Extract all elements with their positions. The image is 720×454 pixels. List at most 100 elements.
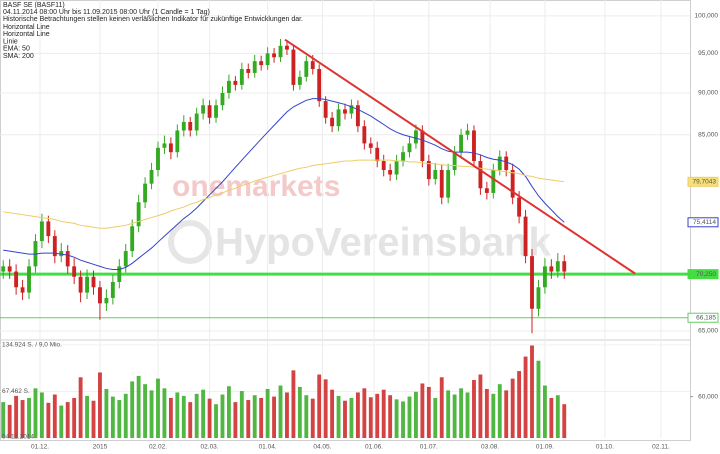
volume-bar (536, 360, 541, 438)
candle-body (510, 170, 515, 198)
volume-bar (272, 396, 276, 438)
volume-bar (14, 395, 19, 438)
volume-bar (478, 374, 483, 438)
candle-body (433, 170, 438, 180)
indicator-line (3, 98, 565, 270)
volume-bar (78, 377, 83, 438)
volume-bar (1, 402, 6, 438)
price-label-box (687, 312, 719, 323)
volume-tick-label: 134.924 S. / 9,0 Mio. (2, 342, 62, 349)
candle-body (330, 117, 335, 127)
candle-body (484, 188, 489, 193)
candle-body (220, 92, 225, 106)
volume-bar (343, 400, 347, 438)
volume-bar (201, 389, 206, 438)
candle-body (14, 271, 19, 288)
candle-body (407, 143, 412, 153)
legend-entry: Linie (3, 38, 18, 45)
volume-bar (542, 385, 547, 438)
legend-entry: SMA: 200 (3, 53, 34, 60)
candle-body (478, 161, 483, 189)
candle-body (246, 68, 251, 73)
watermark-logo (168, 220, 212, 264)
price-label-box (687, 217, 719, 228)
candle-body (542, 266, 547, 288)
volume-bar (317, 374, 322, 438)
volume-bar (323, 379, 328, 438)
candle-body (343, 109, 347, 114)
candle-body (65, 251, 70, 267)
candle-body (388, 170, 393, 175)
candle-body (175, 130, 180, 153)
candle-body (517, 197, 522, 217)
volume-bar (233, 402, 238, 438)
candle-body (536, 287, 541, 309)
volume-bar (349, 397, 354, 438)
candle-body (381, 161, 386, 171)
candle-body (317, 68, 322, 102)
candle-body (355, 105, 360, 127)
price-label-box (687, 176, 719, 187)
candle-body (156, 147, 160, 171)
candle-body (27, 266, 31, 293)
volume-bar (530, 345, 534, 438)
candle-body (239, 68, 244, 85)
candle-body (465, 130, 470, 135)
volume-bar (98, 372, 102, 438)
volume-bar (439, 377, 444, 438)
y-tick-label: 90,000 (698, 90, 718, 97)
y-tick-label: 100,000 (695, 13, 719, 20)
candle-body (285, 45, 289, 50)
volume-bar (291, 370, 296, 438)
volume-bar (156, 378, 160, 438)
volume-bar (446, 390, 451, 438)
volume-bar (555, 395, 560, 438)
volume-bar (91, 400, 96, 438)
volume-bar (484, 389, 489, 438)
x-tick-label: 01.06. (365, 444, 383, 451)
volume-bar (278, 385, 283, 438)
chart-subtitle: 04.11.2014 08:00 Uhr bis 11.09.2015 08:0… (3, 9, 210, 16)
candle-body (394, 161, 399, 175)
volume-bar (401, 401, 405, 438)
volume-bar (117, 400, 122, 438)
candle-body (149, 170, 154, 184)
x-tick-label: 01.12. (31, 444, 49, 451)
volume-bar (188, 402, 193, 438)
volume-bar (130, 381, 135, 438)
candle-body (291, 49, 296, 85)
candle-body (426, 161, 431, 180)
volume-tick-label: 60,000 (698, 393, 718, 400)
x-tick-label: 02.02. (149, 444, 167, 451)
volume-bar (491, 393, 496, 438)
volume-bar (355, 392, 360, 438)
volume-bar (46, 402, 51, 438)
volume-bar (175, 392, 180, 438)
start-date-label: 04.11.2014 (2, 434, 34, 441)
x-tick-label: 01.10. (596, 444, 614, 451)
candle-body (459, 134, 464, 153)
volume-bar (149, 390, 154, 438)
legend-entry: Horizontal Line (3, 31, 50, 38)
candle-body (194, 113, 199, 131)
volume-bar (285, 392, 289, 438)
x-tick-label: 03.08. (481, 444, 499, 451)
candle-body (201, 105, 206, 114)
candle-body (549, 266, 554, 272)
volume-bar (65, 402, 70, 438)
x-tick-label: 01.07. (420, 444, 438, 451)
candle-body (104, 297, 109, 304)
volume-bar (549, 397, 554, 438)
legend-entry: EMA: 50 (3, 46, 30, 53)
candle-body (226, 80, 231, 93)
candle-body (20, 287, 25, 293)
candle-body (214, 105, 218, 118)
volume-bar (388, 395, 393, 438)
volume-bar (72, 397, 77, 438)
candle-body (123, 251, 128, 267)
candle-body (143, 183, 148, 203)
volume-bar (330, 389, 335, 438)
candle-body (162, 143, 167, 148)
candle-body (85, 276, 89, 293)
volume-bar (220, 394, 225, 438)
